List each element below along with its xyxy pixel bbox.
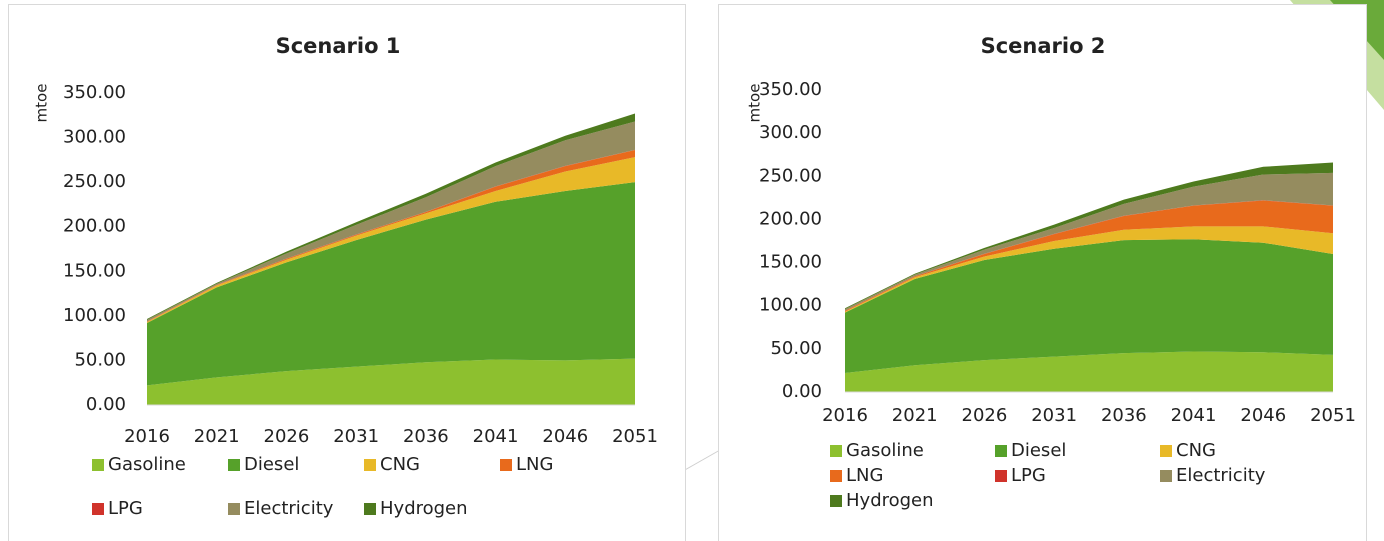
y-tick-label: 300.00	[63, 127, 126, 148]
area	[845, 239, 1333, 374]
y-axis-label: mtoe	[33, 84, 51, 123]
y-tick-label: 100.00	[63, 305, 126, 326]
x-tick-label: 2051	[612, 426, 658, 447]
y-tick-label: 350.00	[759, 79, 822, 100]
legend-label: CNG	[1176, 440, 1216, 461]
legend-label: Electricity	[1176, 465, 1266, 486]
x-tick-label: 2016	[822, 405, 868, 426]
legend-label: LPG	[1011, 465, 1046, 486]
x-tick-label: 2026	[264, 426, 310, 447]
y-tick-label: 0.00	[86, 394, 126, 415]
y-tick-label: 200.00	[759, 208, 822, 229]
legend-label: Gasoline	[846, 440, 924, 461]
y-tick-label: 150.00	[63, 260, 126, 281]
chart-title: Scenario 1	[276, 34, 401, 58]
legend-swatch	[364, 459, 376, 471]
legend-swatch	[830, 470, 842, 482]
legend-swatch	[92, 503, 104, 515]
y-tick-label: 250.00	[63, 171, 126, 192]
x-tick-label: 2046	[542, 426, 588, 447]
legend-label: Diesel	[244, 454, 299, 475]
x-tick-label: 2041	[473, 426, 519, 447]
legend-swatch	[995, 445, 1007, 457]
area	[845, 351, 1333, 392]
x-tick-label: 2016	[124, 426, 170, 447]
legend-swatch	[228, 459, 240, 471]
area	[147, 157, 635, 323]
legend-label: Electricity	[244, 498, 334, 519]
legend-swatch	[92, 459, 104, 471]
area	[845, 200, 1333, 312]
x-tick-label: 2036	[403, 426, 449, 447]
area	[147, 121, 635, 322]
x-tick-label: 2021	[892, 405, 938, 426]
legend-label: Diesel	[1011, 440, 1066, 461]
y-tick-label: 0.00	[782, 381, 822, 402]
legend-swatch	[830, 495, 842, 507]
area	[147, 182, 635, 386]
legend-label: Hydrogen	[846, 490, 934, 511]
y-tick-label: 50.00	[770, 338, 822, 359]
x-tick-label: 2041	[1171, 405, 1217, 426]
y-tick-label: 100.00	[759, 295, 822, 316]
legend-label: LNG	[846, 465, 883, 486]
y-tick-label: 200.00	[63, 216, 126, 237]
y-tick-label: 250.00	[759, 165, 822, 186]
x-tick-label: 2031	[333, 426, 379, 447]
area	[147, 113, 635, 320]
legend-label: LPG	[108, 498, 143, 519]
area	[845, 172, 1333, 311]
legend-label: Hydrogen	[380, 498, 468, 519]
legend-label: Gasoline	[108, 454, 186, 475]
area	[147, 358, 635, 405]
y-tick-label: 350.00	[63, 82, 126, 103]
x-tick-label: 2046	[1240, 405, 1286, 426]
y-axis-label: mtoe	[746, 84, 764, 123]
legend-swatch	[500, 459, 512, 471]
legend-swatch	[1160, 445, 1172, 457]
legend-label: LNG	[516, 454, 553, 475]
legend-swatch	[228, 503, 240, 515]
area	[845, 226, 1333, 313]
x-tick-label: 2051	[1310, 405, 1356, 426]
legend-swatch	[1160, 470, 1172, 482]
legend-swatch	[995, 470, 1007, 482]
y-tick-label: 300.00	[759, 122, 822, 143]
legend-swatch	[830, 445, 842, 457]
chart-title: Scenario 2	[981, 34, 1106, 58]
y-tick-label: 50.00	[74, 349, 126, 370]
x-tick-label: 2021	[194, 426, 240, 447]
legend-label: CNG	[380, 454, 420, 475]
x-tick-label: 2026	[962, 405, 1008, 426]
y-tick-label: 150.00	[759, 252, 822, 273]
legend-swatch	[364, 503, 376, 515]
x-tick-label: 2036	[1101, 405, 1147, 426]
x-tick-label: 2031	[1031, 405, 1077, 426]
